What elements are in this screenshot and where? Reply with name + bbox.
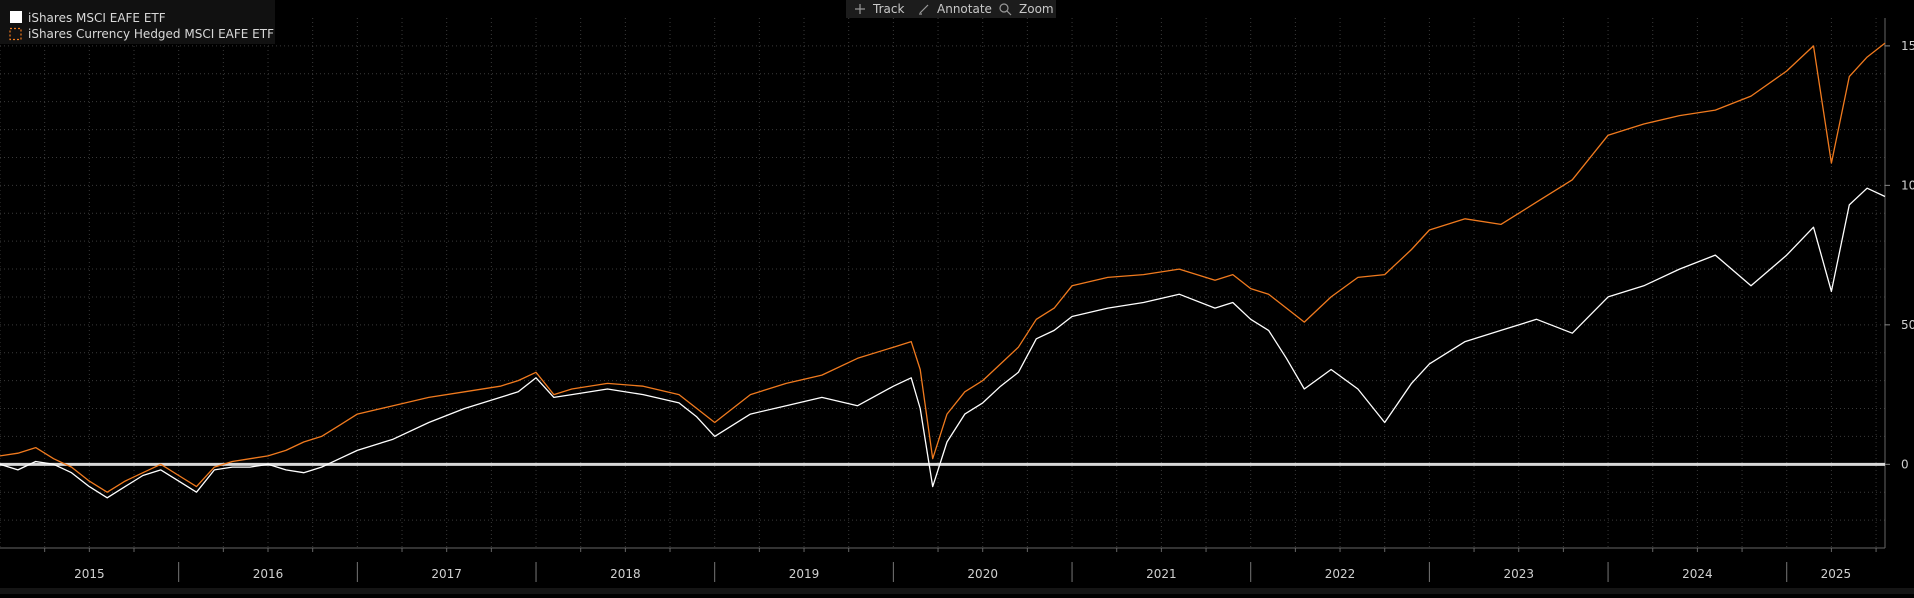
legend-background: [0, 0, 275, 44]
track-button[interactable]: Track: [855, 2, 904, 16]
crosshair-icon: [855, 4, 865, 14]
legend-label-hedged: iShares Currency Hedged MSCI EAFE ETF: [28, 27, 274, 41]
annotate-label: Annotate: [937, 2, 992, 16]
x-tick-label: 2015: [74, 567, 105, 581]
series-line-eafe: [0, 187, 1886, 499]
bottom-scroll-strip: [0, 588, 1914, 594]
x-tick-label: 2025: [1821, 567, 1852, 581]
x-tick-label: 2022: [1325, 567, 1356, 581]
y-tick-label: 100: [1901, 178, 1914, 192]
grid: [0, 18, 1885, 548]
legend-marker-hedged: [9, 27, 22, 41]
chart-toolbar: Track Annotate Zoom: [846, 0, 1056, 18]
series-layer: [0, 42, 1886, 499]
zoom-label: Zoom: [1019, 2, 1054, 16]
legend-label-eafe: iShares MSCI EAFE ETF: [28, 11, 166, 25]
axes: 0 50 100 150 2015 2016 2017 2018 2019 2020 2021 202…: [0, 18, 1914, 594]
y-tick-label: 50: [1901, 318, 1914, 332]
track-label: Track: [872, 2, 904, 16]
x-tick-label: 2018: [610, 567, 641, 581]
annotate-button[interactable]: Annotate: [919, 2, 992, 16]
x-tick-label: 2023: [1503, 567, 1534, 581]
y-tick-label: 0: [1901, 457, 1909, 471]
magnifier-icon: [999, 3, 1012, 16]
x-tick-label: 2020: [967, 567, 998, 581]
x-tick-label: 2016: [253, 567, 284, 581]
zoom-button[interactable]: Zoom: [999, 2, 1054, 16]
pencil-icon: [919, 4, 929, 15]
x-tick-label: 2024: [1682, 567, 1713, 581]
legend: iShares MSCI EAFE ETF iShares Currency H…: [0, 0, 275, 44]
y-tick-label: 150: [1901, 39, 1914, 53]
x-tick-label: 2019: [789, 567, 820, 581]
x-tick-label: 2021: [1146, 567, 1177, 581]
x-tick-label: 2017: [431, 567, 462, 581]
series-line-hedged: [0, 42, 1886, 493]
legend-marker-eafe: [10, 11, 22, 23]
